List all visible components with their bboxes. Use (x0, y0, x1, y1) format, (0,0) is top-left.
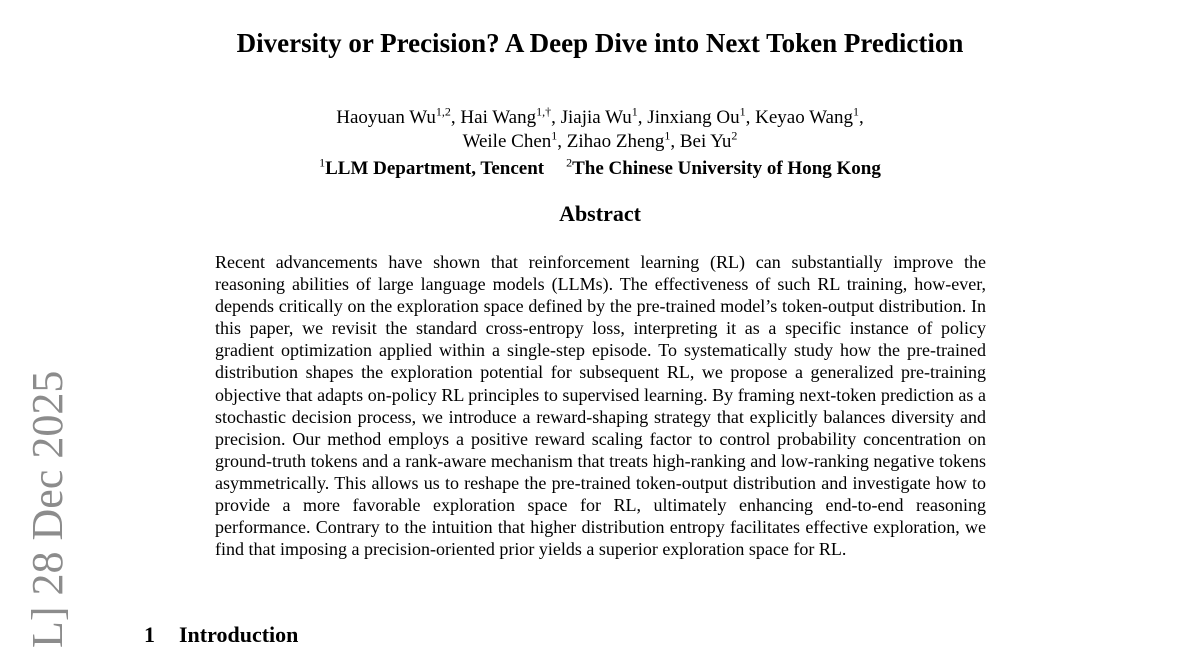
affiliation-name: The Chinese University of Hong Kong (572, 158, 881, 180)
author: Haoyuan Wu1,2, (336, 104, 461, 128)
author-separator: , (745, 107, 756, 128)
author-separator: , (637, 107, 648, 128)
affiliation-name: LLM Department, Tencent (325, 158, 545, 180)
author-line-2: Weile Chen1, Zihao Zheng1, Bei Yu2 (0, 130, 1200, 154)
author-affiliation-mark: 1 (853, 104, 859, 119)
author-separator: , (551, 107, 561, 128)
section-heading: 1 Introduction (144, 622, 298, 648)
affiliation: 2The Chinese University of Hong Kong (566, 156, 881, 180)
author-separator: , (557, 131, 567, 152)
affiliation-mark: 2 (566, 156, 573, 170)
author-name: Weile Chen (462, 131, 552, 152)
section-title: Introduction (179, 622, 299, 647)
abstract-text: Recent advancements have shown that rein… (215, 252, 986, 560)
author-name: Keyao Wang (755, 107, 853, 128)
author-name: Hai Wang (460, 107, 537, 128)
author-affiliation-mark: 1 (739, 104, 746, 119)
arxiv-watermark-text: L] 28 Dec 2025 (23, 370, 72, 648)
author-name: Zihao Zheng (566, 131, 665, 152)
affiliation-list: 1LLM Department, Tencent 2The Chinese Uni… (0, 156, 1200, 180)
author-affiliation-mark: 1 (551, 128, 558, 143)
author-affiliation-mark: 1 (664, 128, 671, 143)
author-name: Jiajia Wu (560, 107, 632, 128)
author-separator: , (859, 107, 864, 128)
affiliation: 1LLM Department, Tencent (319, 156, 545, 180)
author-name: Haoyuan Wu (336, 107, 436, 128)
author-affiliation-mark: 1 (631, 104, 638, 119)
paper-title: Diversity or Precision? A Deep Dive into… (236, 28, 964, 58)
affiliation-mark: 1 (319, 156, 326, 170)
author-separator: , (450, 107, 461, 128)
author-affiliation-mark: 2 (731, 128, 738, 143)
author: Zihao Zheng1, (566, 128, 680, 152)
author-name: Bei Yu (679, 131, 732, 152)
author: Jinxiang Ou1, (647, 104, 756, 128)
author-affiliation-mark: 1,2 (435, 104, 451, 119)
author: Weile Chen1, (462, 128, 567, 152)
author-list: Haoyuan Wu1,2, Hai Wang1,†, Jiajia Wu1, … (0, 106, 1200, 154)
author-name: Jinxiang Ou (647, 107, 740, 128)
author-line-1: Haoyuan Wu1,2, Hai Wang1,†, Jiajia Wu1, … (0, 106, 1200, 130)
arxiv-watermark: L] 28 Dec 2025 (22, 371, 82, 668)
paper-page: Diversity or Precision? A Deep Dive into… (0, 28, 1200, 648)
author-separator: , (670, 131, 680, 152)
author: Hai Wang1,†, (460, 104, 561, 128)
author: Bei Yu2 (679, 128, 738, 152)
author-affiliation-mark: 1,† (536, 104, 552, 119)
section-number: 1 (144, 622, 155, 647)
author: Keyao Wang1, (755, 104, 864, 128)
abstract-heading: Abstract (559, 201, 641, 226)
author: Jiajia Wu1, (560, 104, 648, 128)
